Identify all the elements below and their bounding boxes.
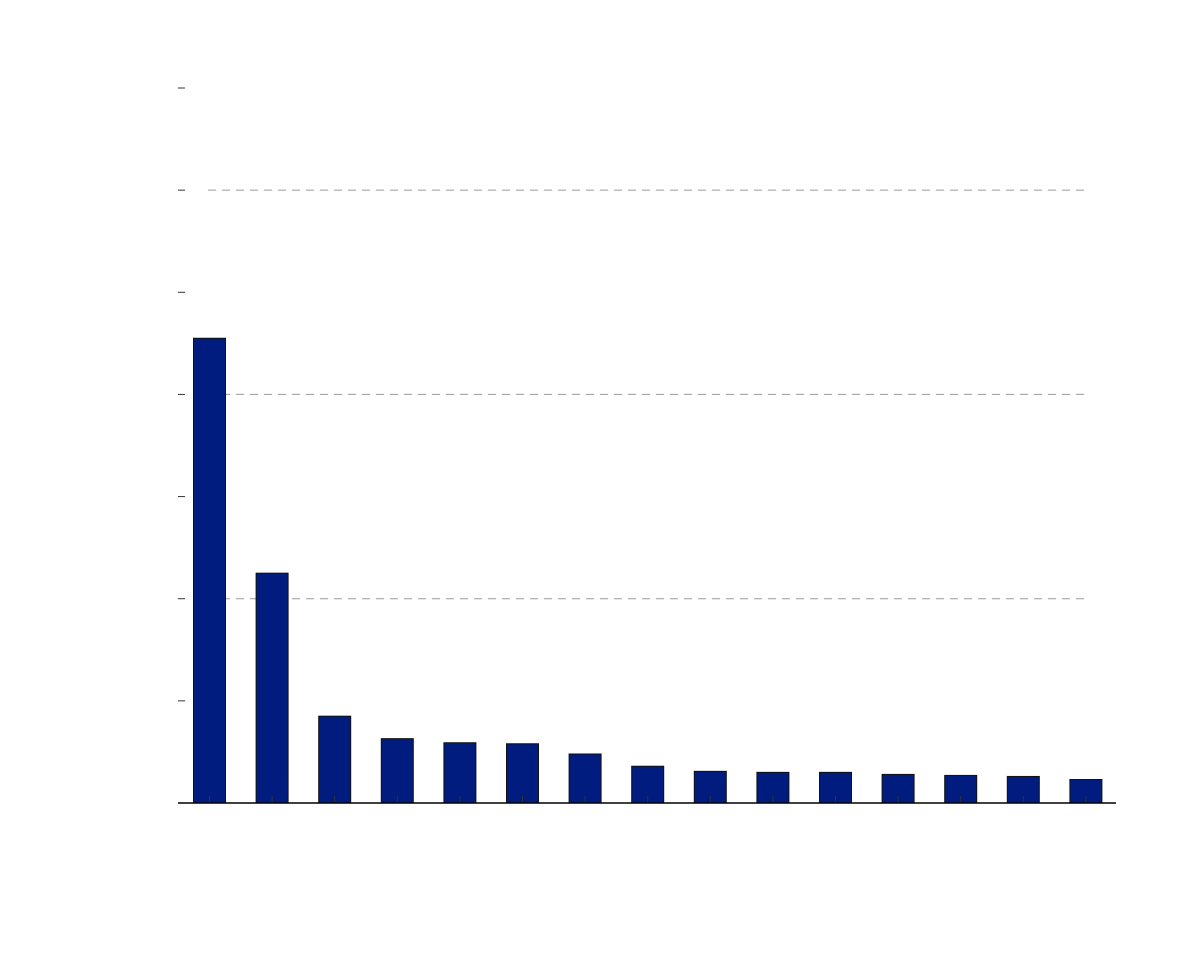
bar [506, 743, 539, 804]
bar [255, 572, 289, 804]
bar [443, 742, 477, 804]
y-axis-ticks [178, 87, 185, 804]
bars [193, 337, 1103, 804]
bar [318, 715, 352, 804]
gridlines [208, 189, 1086, 600]
bar [193, 337, 226, 804]
bar [568, 753, 602, 804]
bar [380, 738, 414, 804]
